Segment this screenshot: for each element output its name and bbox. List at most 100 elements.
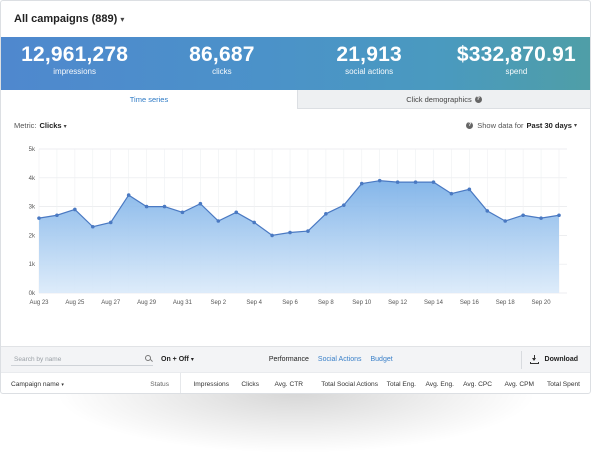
x-tick-label: Sep 2 [210,300,226,306]
data-point [306,229,310,233]
date-range-label: Show data for [477,120,524,130]
data-point [37,216,41,220]
x-tick-label: Sep 10 [352,300,372,306]
campaign-dashboard-card: All campaigns (889) ▾ 12,961,278 impress… [0,0,591,394]
x-tick-label: Aug 29 [137,300,157,306]
view-budget[interactable]: Budget [370,356,393,363]
data-point [270,233,274,238]
view-social-actions[interactable]: Social Actions [317,356,362,363]
status-filter-dropdown[interactable]: On + Off ▾ [161,356,194,363]
column-total-eng[interactable]: Total Eng. [386,380,416,388]
chart-tabs: Time series Click demographics ? [1,90,590,109]
date-range-value: Past 30 days [526,120,572,130]
data-point [342,203,346,207]
x-tick-label: Sep 20 [532,300,552,306]
data-point [431,180,436,184]
stat-label: clicks [212,67,232,76]
column-total-spent[interactable]: Total Spent [547,380,580,388]
x-tick-label: Sep 12 [388,300,408,306]
data-point [73,207,77,212]
column-avg-cpc[interactable]: Avg. CPC [463,380,492,388]
data-point [485,209,490,213]
y-tick-label: 2k [29,233,36,239]
stat-impressions: 12,961,278 impressions [1,37,148,90]
column-divider [180,372,181,393]
column-label: Campaign name [11,380,60,388]
data-point [449,191,454,196]
y-tick-label: 1k [29,262,36,268]
tab-click-demographics[interactable]: Click demographics ? [297,90,590,109]
column-avg-ctr[interactable]: Avg. CTR [274,380,303,388]
data-point [503,219,508,223]
x-tick-label: Aug 25 [65,300,85,306]
x-tick-label: Sep 16 [460,300,480,306]
column-avg-cpm[interactable]: Avg. CPM [504,380,534,388]
data-point [288,230,292,235]
x-tick-label: Sep 8 [318,300,334,306]
y-tick-label: 0k [29,291,36,297]
series-line [38,180,560,237]
y-tick-label: 3k [29,205,36,211]
data-point [216,219,221,223]
data-point [252,220,256,225]
x-tick-label: Aug 31 [173,300,193,306]
date-range-selector[interactable]: ? Show data for Past 30 days ▾ [466,121,577,130]
search-input[interactable]: Search by name [11,353,153,366]
column-campaign-name[interactable]: Campaign name ▾ [1,381,121,388]
stat-label: social actions [345,67,394,76]
data-point [55,213,59,218]
tab-time-series[interactable]: Time series [1,90,297,109]
data-point [126,193,131,197]
x-tick-label: Sep 6 [282,300,298,306]
download-label: Download [544,356,578,363]
x-tick-label: Sep 4 [246,300,262,306]
data-point [377,178,382,183]
table-header: Campaign name ▾ Status Impressions Clicks… [1,372,590,393]
search-icon[interactable] [145,355,153,363]
metric-label: Metric: [14,120,37,130]
x-tick-label: Sep 14 [424,300,444,306]
chevron-down-icon: ▾ [190,357,194,363]
column-avg-eng[interactable]: Avg. Eng. [425,380,454,388]
metric-selector[interactable]: Metric: Clicks ▾ [14,121,67,130]
stat-value: $332,870.91 [456,43,576,66]
chart-controls: Metric: Clicks ▾ ? Show data for Past 30 d… [1,109,590,141]
data-point [467,187,472,192]
search-placeholder: Search by name [14,355,62,363]
card-shadow [60,392,532,452]
column-view-tabs: Performance Social Actions Budget [269,356,393,363]
column-impressions[interactable]: Impressions [193,380,229,388]
y-tick-label: 4k [29,176,36,182]
table-toolbar: Search by name On + Off ▾ Performance Soc… [1,346,590,372]
toolbar-divider [520,350,522,369]
x-tick-label: Aug 27 [101,300,121,306]
stat-value: 21,913 [336,43,402,66]
x-tick-label: Aug 23 [29,300,49,306]
stat-clicks: 86,687 clicks [148,37,295,90]
data-point [108,220,113,225]
data-point [180,210,185,215]
data-point [162,204,167,209]
x-tick-label: Sep 18 [496,300,516,306]
download-button[interactable]: Download [522,355,590,364]
data-point [395,180,400,184]
data-point [521,213,525,218]
tab-label: Click demographics [406,94,472,104]
column-total-social-actions[interactable]: Total Social Actions [321,380,378,388]
campaign-selector[interactable]: All campaigns (889) ▾ [1,1,590,37]
download-icon [529,355,539,364]
column-status[interactable]: Status [150,380,169,388]
data-point [234,210,239,215]
area-fill [39,180,559,293]
stats-banner: 12,961,278 impressions 86,687 clicks 21,… [1,37,590,90]
chevron-down-icon: ▾ [120,14,125,24]
data-point [90,224,95,229]
data-point [324,212,328,216]
help-icon[interactable]: ? [474,95,482,103]
stat-value: 12,961,278 [21,43,129,66]
column-clicks[interactable]: Clicks [241,380,259,388]
data-point [359,181,364,186]
help-icon[interactable]: ? [466,121,474,129]
stat-spend: $332,870.91 spend [443,37,590,90]
view-performance[interactable]: Performance [268,356,309,363]
